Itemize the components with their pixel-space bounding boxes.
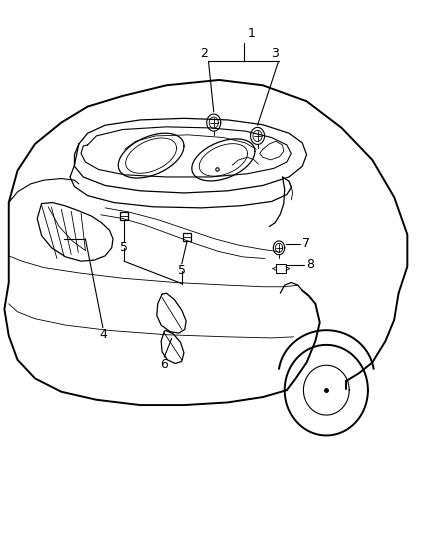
- Text: 3: 3: [271, 47, 279, 60]
- Text: 5: 5: [178, 264, 186, 277]
- Bar: [183, 233, 191, 241]
- Text: 8: 8: [306, 259, 314, 271]
- Bar: [120, 212, 128, 220]
- Text: 2: 2: [200, 47, 208, 60]
- Text: 4: 4: [99, 328, 107, 341]
- Text: 1: 1: [248, 27, 256, 39]
- Text: 6: 6: [160, 358, 168, 370]
- Text: 7: 7: [302, 237, 310, 250]
- Text: 5: 5: [120, 241, 128, 254]
